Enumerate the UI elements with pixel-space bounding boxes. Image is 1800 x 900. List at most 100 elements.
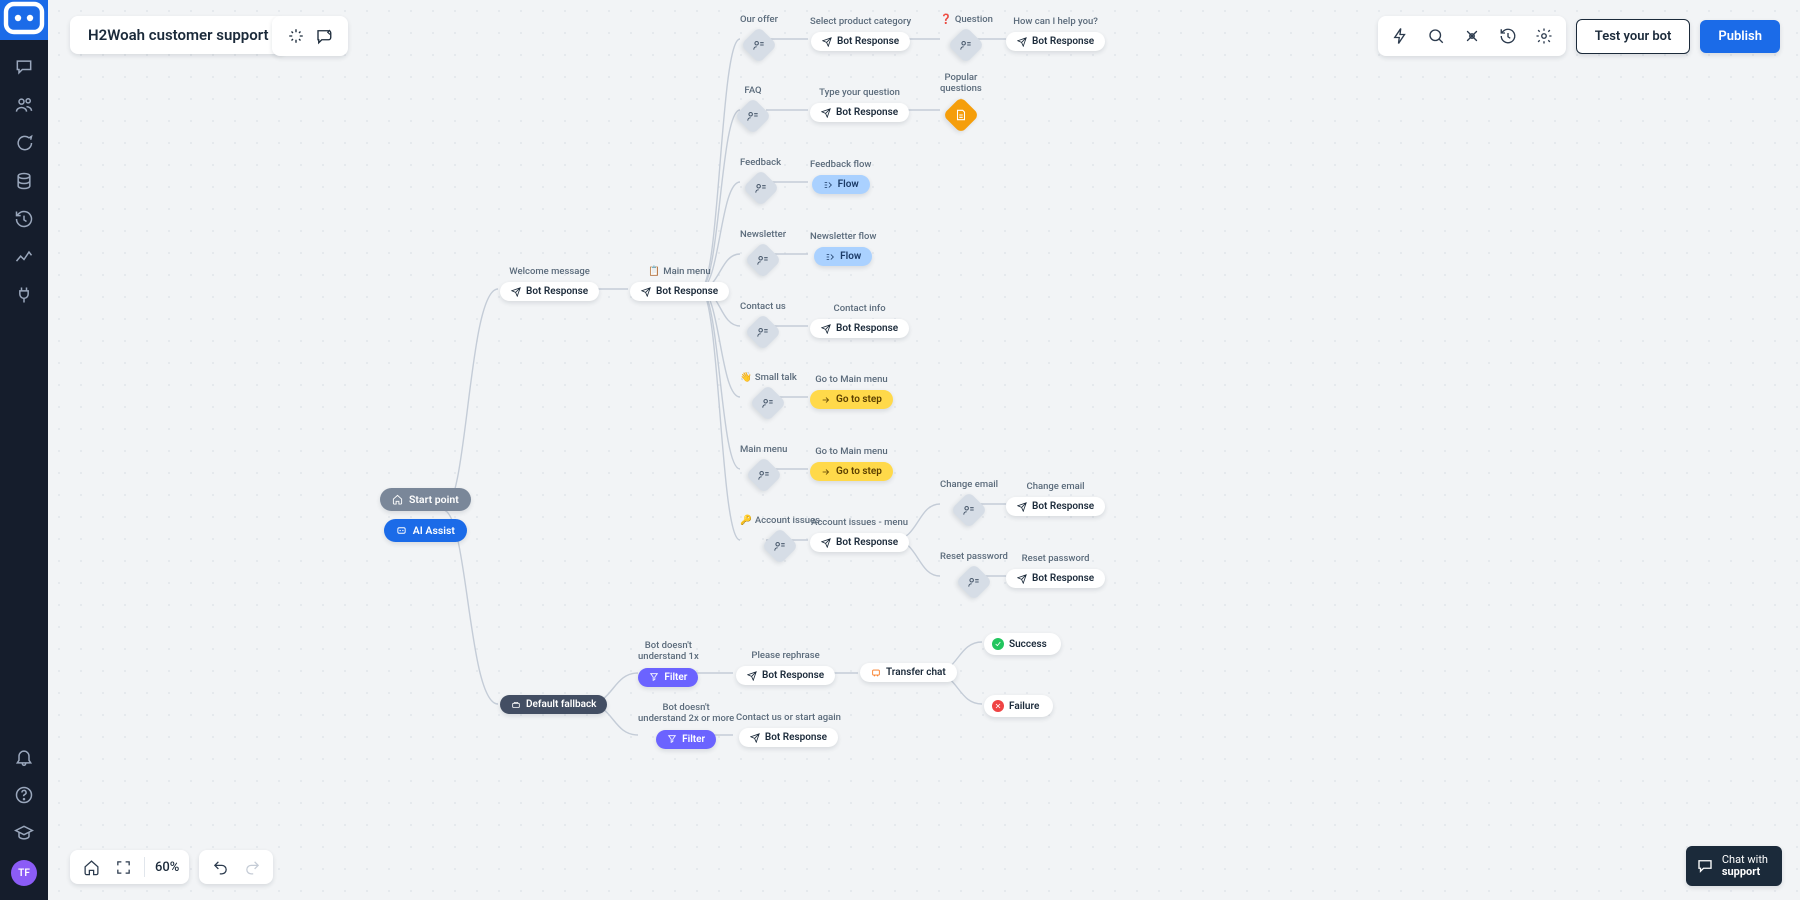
node-smalltalk-go[interactable]: Go to Main menu Go to step bbox=[810, 374, 893, 409]
node-restart[interactable]: Contact us or start again Bot Response bbox=[736, 712, 841, 747]
bolt-icon[interactable] bbox=[1384, 20, 1416, 52]
nav-analytics-icon[interactable] bbox=[13, 246, 35, 268]
zoom-level[interactable]: 60% bbox=[155, 860, 179, 875]
node-mainmenu[interactable]: 📋Main menu Bot Response bbox=[630, 266, 729, 301]
node-label: Bot doesn'tunderstand 2x or more bbox=[638, 702, 734, 725]
chip-failure[interactable]: Failure bbox=[984, 695, 1053, 717]
chip-bot-response[interactable]: Bot Response bbox=[1006, 569, 1105, 588]
node-rephrase[interactable]: Please rephrase Bot Response bbox=[736, 650, 835, 685]
node-label: Bot doesn'tunderstand 1x bbox=[638, 640, 699, 663]
node-account-menu[interactable]: Account issues - menu Bot Response bbox=[810, 517, 909, 552]
chip-bot-response[interactable]: Bot Response bbox=[630, 282, 729, 301]
branch-label: FAQ bbox=[744, 85, 761, 96]
settings-icon[interactable] bbox=[1528, 20, 1560, 52]
nav-chat-icon[interactable] bbox=[13, 132, 35, 154]
chip-goto[interactable]: Go to step bbox=[810, 462, 893, 481]
branch-newsletter[interactable]: Newsletter bbox=[740, 229, 786, 273]
branch-feedback[interactable]: Feedback bbox=[740, 157, 781, 201]
nav-integrations-icon[interactable] bbox=[13, 284, 35, 306]
branch-faq[interactable]: FAQ bbox=[740, 85, 766, 129]
ai-assist-label: AI Assist bbox=[413, 524, 455, 537]
branch-contact[interactable]: Contact us bbox=[740, 301, 786, 345]
home-icon[interactable] bbox=[80, 856, 102, 878]
chip-goto[interactable]: Go to step bbox=[810, 390, 893, 409]
nav-conversations-icon[interactable] bbox=[13, 56, 35, 78]
node-reset-pw[interactable]: Reset password Bot Response bbox=[1006, 553, 1105, 588]
branch-mainmenu2[interactable]: Main menu bbox=[740, 444, 787, 488]
branch-question[interactable]: ❓Question bbox=[940, 14, 993, 58]
chip-bot-response[interactable]: Bot Response bbox=[810, 103, 909, 122]
chip-bot-response[interactable]: Bot Response bbox=[810, 319, 909, 338]
chip-flow[interactable]: Flow bbox=[814, 247, 872, 266]
branch-popular[interactable]: Popularquestions bbox=[940, 73, 982, 128]
ai-assist-pill[interactable]: AI Assist bbox=[384, 519, 467, 542]
node-feedback-flow[interactable]: Feedback flow Flow bbox=[810, 159, 871, 194]
branch-reset-pw[interactable]: Reset password bbox=[940, 551, 1008, 595]
chip-bot-response[interactable]: Bot Response bbox=[1006, 497, 1105, 516]
node-welcome[interactable]: Welcome message Bot Response bbox=[500, 266, 599, 301]
nav-users-icon[interactable] bbox=[13, 94, 35, 116]
node-contact-info[interactable]: Contact info Bot Response bbox=[810, 303, 909, 338]
node-newsletter-flow[interactable]: Newsletter flow Flow bbox=[810, 231, 876, 266]
project-title[interactable]: H2Woah customer support bbox=[70, 16, 287, 54]
node-type-question[interactable]: Type your question Bot Response bbox=[810, 87, 909, 122]
nav-help-icon[interactable] bbox=[13, 784, 35, 806]
chip-filter[interactable]: Filter bbox=[638, 668, 698, 687]
history-icon[interactable] bbox=[1492, 20, 1524, 52]
check-icon bbox=[992, 638, 1004, 650]
nav-notifications-icon[interactable] bbox=[13, 746, 35, 768]
branch-change-email[interactable]: Change email bbox=[940, 479, 998, 523]
branch-account[interactable]: 🔑Account issues bbox=[740, 515, 820, 559]
debug-icon[interactable] bbox=[1456, 20, 1488, 52]
nav-learn-icon[interactable] bbox=[13, 822, 35, 844]
nav-data-icon[interactable] bbox=[13, 170, 35, 192]
node-failure[interactable]: Failure bbox=[984, 695, 1053, 717]
search-icon[interactable] bbox=[1420, 20, 1452, 52]
chip-bot-response[interactable]: Bot Response bbox=[739, 728, 838, 747]
branch-our-offer[interactable]: Our offer bbox=[740, 14, 778, 58]
flow-canvas[interactable]: Start point AI Assist Welcome message Bo… bbox=[48, 0, 1800, 900]
logo[interactable] bbox=[0, 0, 48, 40]
branch-label: Newsletter bbox=[740, 229, 786, 240]
node-help-you[interactable]: How can I help you? Bot Response bbox=[1006, 16, 1105, 51]
node-filter-1x[interactable]: Bot doesn'tunderstand 1x Filter bbox=[638, 640, 699, 687]
node-label: Go to Main menu bbox=[815, 446, 887, 457]
branch-label: Our offer bbox=[740, 14, 778, 25]
reset-chat-icon[interactable] bbox=[310, 24, 338, 48]
branch-smalltalk[interactable]: 👋Small talk bbox=[740, 372, 797, 416]
chip-bot-response[interactable]: Bot Response bbox=[736, 666, 835, 685]
node-label: Change email bbox=[1027, 481, 1085, 492]
chip-bot-response[interactable]: Bot Response bbox=[500, 282, 599, 301]
node-success[interactable]: Success bbox=[984, 633, 1061, 655]
branch-label: ❓Question bbox=[940, 14, 993, 25]
user-icon bbox=[742, 170, 779, 207]
chip-bot-response[interactable]: Bot Response bbox=[1006, 32, 1105, 51]
branch-label: Reset password bbox=[940, 551, 1008, 562]
user-icon bbox=[956, 564, 993, 601]
node-select-category[interactable]: Select product category Bot Response bbox=[810, 16, 911, 51]
chip-bot-response[interactable]: Bot Response bbox=[810, 533, 909, 552]
chat-support-button[interactable]: Chat with support bbox=[1686, 846, 1782, 886]
node-fallback[interactable]: Default fallback bbox=[500, 695, 607, 714]
node-transfer[interactable]: Transfer chat bbox=[860, 663, 957, 682]
node-change-email[interactable]: Change email Bot Response bbox=[1006, 481, 1105, 516]
chip-fallback[interactable]: Default fallback bbox=[500, 695, 607, 714]
fit-icon[interactable] bbox=[112, 856, 134, 878]
chip-success[interactable]: Success bbox=[984, 633, 1061, 655]
test-bot-button[interactable]: Test your bot bbox=[1576, 19, 1691, 54]
undo-icon[interactable] bbox=[209, 856, 231, 878]
support-line2: support bbox=[1722, 866, 1768, 878]
chip-filter[interactable]: Filter bbox=[656, 730, 716, 749]
chip-flow[interactable]: Flow bbox=[812, 175, 870, 194]
node-label: Account issues - menu bbox=[811, 517, 908, 528]
chip-bot-response[interactable]: Bot Response bbox=[811, 32, 910, 51]
user-avatar[interactable]: TF bbox=[11, 860, 37, 886]
nav-history-icon[interactable] bbox=[13, 208, 35, 230]
node-mainmenu2-go[interactable]: Go to Main menu Go to step bbox=[810, 446, 893, 481]
start-point-pill[interactable]: Start point bbox=[380, 488, 471, 511]
redo-icon[interactable] bbox=[241, 856, 263, 878]
chip-transfer[interactable]: Transfer chat bbox=[860, 663, 957, 682]
node-filter-2x[interactable]: Bot doesn'tunderstand 2x or more Filter bbox=[638, 702, 734, 749]
ai-sparkle-icon[interactable] bbox=[282, 24, 310, 48]
publish-button[interactable]: Publish bbox=[1700, 20, 1780, 53]
